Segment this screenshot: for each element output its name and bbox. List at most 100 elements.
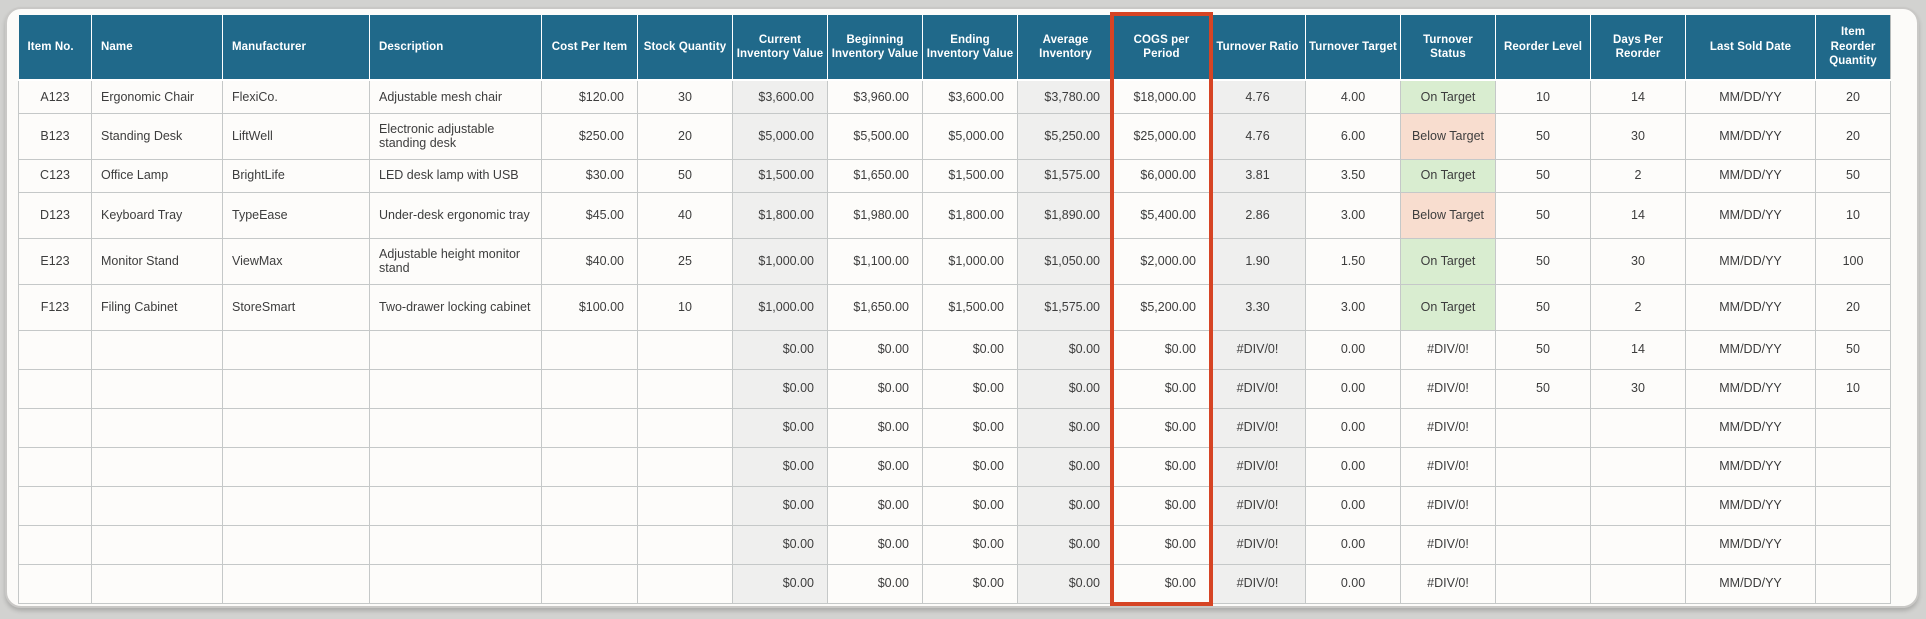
column-header-reorder-level[interactable]: Reorder Level: [1495, 15, 1591, 81]
cell-turnover-target[interactable]: 3.00: [1305, 283, 1401, 331]
cell-reorder-level[interactable]: 50: [1495, 283, 1591, 331]
cell-turnover-target[interactable]: 1.50: [1305, 237, 1401, 285]
cell-turnover-ratio[interactable]: #DIV/0!: [1209, 407, 1306, 448]
cell-turnover-status[interactable]: #DIV/0!: [1400, 446, 1496, 487]
cell-item-reorder-quantity[interactable]: [1815, 563, 1891, 604]
cell-turnover-target[interactable]: 0.00: [1305, 524, 1401, 565]
cell-current-inventory-value[interactable]: $0.00: [732, 563, 828, 604]
cell-average-inventory[interactable]: $5,250.00: [1017, 112, 1114, 160]
cell-turnover-status[interactable]: On Target: [1400, 79, 1496, 114]
cell-item-reorder-quantity[interactable]: 100: [1815, 237, 1891, 285]
cell-cogs-per-period[interactable]: $18,000.00: [1113, 79, 1210, 114]
cell-turnover-target[interactable]: 0.00: [1305, 563, 1401, 604]
column-header-name[interactable]: Name: [91, 15, 223, 81]
cell-turnover-target[interactable]: 0.00: [1305, 485, 1401, 526]
cell-current-inventory-value[interactable]: $0.00: [732, 524, 828, 565]
cell-turnover-ratio[interactable]: 4.76: [1209, 79, 1306, 114]
cell-turnover-ratio[interactable]: #DIV/0!: [1209, 485, 1306, 526]
cell-description[interactable]: [369, 524, 542, 565]
cell-stock-quantity[interactable]: 25: [637, 237, 733, 285]
cell-stock-quantity[interactable]: 20: [637, 112, 733, 160]
cell-reorder-level[interactable]: 50: [1495, 112, 1591, 160]
cell-cogs-per-period[interactable]: $0.00: [1113, 446, 1210, 487]
cell-cogs-per-period[interactable]: $5,400.00: [1113, 191, 1210, 239]
cell-current-inventory-value[interactable]: $3,600.00: [732, 79, 828, 114]
cell-cost-per-item[interactable]: [541, 329, 638, 370]
cell-last-sold-date[interactable]: MM/DD/YY: [1685, 158, 1816, 193]
cell-beginning-inventory-value[interactable]: $1,100.00: [827, 237, 923, 285]
cell-description[interactable]: LED desk lamp with USB: [369, 158, 542, 193]
cell-turnover-target[interactable]: 3.50: [1305, 158, 1401, 193]
cell-turnover-status[interactable]: #DIV/0!: [1400, 485, 1496, 526]
cell-cost-per-item[interactable]: [541, 485, 638, 526]
cell-days-per-reorder[interactable]: [1590, 446, 1686, 487]
cell-ending-inventory-value[interactable]: $1,000.00: [922, 237, 1018, 285]
column-header-manufacturer[interactable]: Manufacturer: [222, 15, 370, 81]
cell-cogs-per-period[interactable]: $0.00: [1113, 485, 1210, 526]
cell-cost-per-item[interactable]: [541, 446, 638, 487]
cell-last-sold-date[interactable]: MM/DD/YY: [1685, 485, 1816, 526]
cell-stock-quantity[interactable]: [637, 524, 733, 565]
column-header-turnover-target[interactable]: Turnover Target: [1305, 15, 1401, 81]
cell-turnover-status[interactable]: On Target: [1400, 283, 1496, 331]
cell-days-per-reorder[interactable]: [1590, 524, 1686, 565]
cell-manufacturer[interactable]: [222, 563, 370, 604]
cell-last-sold-date[interactable]: MM/DD/YY: [1685, 237, 1816, 285]
cell-item-no[interactable]: [18, 329, 92, 370]
cell-cost-per-item[interactable]: $100.00: [541, 283, 638, 331]
cell-beginning-inventory-value[interactable]: $0.00: [827, 446, 923, 487]
cell-beginning-inventory-value[interactable]: $5,500.00: [827, 112, 923, 160]
cell-beginning-inventory-value[interactable]: $0.00: [827, 368, 923, 409]
cell-days-per-reorder[interactable]: 30: [1590, 112, 1686, 160]
cell-manufacturer[interactable]: [222, 524, 370, 565]
cell-last-sold-date[interactable]: MM/DD/YY: [1685, 283, 1816, 331]
cell-cost-per-item[interactable]: [541, 368, 638, 409]
cell-last-sold-date[interactable]: MM/DD/YY: [1685, 79, 1816, 114]
cell-turnover-status[interactable]: On Target: [1400, 158, 1496, 193]
cell-reorder-level[interactable]: [1495, 446, 1591, 487]
cell-name[interactable]: Monitor Stand: [91, 237, 223, 285]
cell-item-reorder-quantity[interactable]: 50: [1815, 329, 1891, 370]
cell-turnover-status[interactable]: #DIV/0!: [1400, 524, 1496, 565]
cell-current-inventory-value[interactable]: $0.00: [732, 407, 828, 448]
cell-turnover-ratio[interactable]: 1.90: [1209, 237, 1306, 285]
cell-beginning-inventory-value[interactable]: $0.00: [827, 485, 923, 526]
cell-turnover-status[interactable]: Below Target: [1400, 191, 1496, 239]
cell-current-inventory-value[interactable]: $5,000.00: [732, 112, 828, 160]
cell-description[interactable]: Adjustable height monitor stand: [369, 237, 542, 285]
cell-item-reorder-quantity[interactable]: 50: [1815, 158, 1891, 193]
cell-cost-per-item[interactable]: $30.00: [541, 158, 638, 193]
cell-ending-inventory-value[interactable]: $0.00: [922, 329, 1018, 370]
cell-turnover-ratio[interactable]: #DIV/0!: [1209, 329, 1306, 370]
cell-current-inventory-value[interactable]: $1,000.00: [732, 283, 828, 331]
cell-average-inventory[interactable]: $0.00: [1017, 329, 1114, 370]
cell-manufacturer[interactable]: [222, 407, 370, 448]
cell-name[interactable]: [91, 485, 223, 526]
cell-name[interactable]: [91, 563, 223, 604]
cell-name[interactable]: [91, 407, 223, 448]
cell-turnover-target[interactable]: 0.00: [1305, 329, 1401, 370]
cell-cost-per-item[interactable]: $40.00: [541, 237, 638, 285]
column-header-turnover-status[interactable]: Turnover Status: [1400, 15, 1496, 81]
cell-cogs-per-period[interactable]: $5,200.00: [1113, 283, 1210, 331]
cell-beginning-inventory-value[interactable]: $1,650.00: [827, 158, 923, 193]
column-header-item-reorder-quantity[interactable]: Item Reorder Quantity: [1815, 15, 1891, 81]
cell-reorder-level[interactable]: [1495, 407, 1591, 448]
cell-name[interactable]: [91, 368, 223, 409]
cell-current-inventory-value[interactable]: $0.00: [732, 446, 828, 487]
cell-ending-inventory-value[interactable]: $0.00: [922, 368, 1018, 409]
cell-turnover-target[interactable]: 3.00: [1305, 191, 1401, 239]
cell-item-reorder-quantity[interactable]: 20: [1815, 79, 1891, 114]
cell-last-sold-date[interactable]: MM/DD/YY: [1685, 446, 1816, 487]
cell-reorder-level[interactable]: 50: [1495, 158, 1591, 193]
cell-average-inventory[interactable]: $1,050.00: [1017, 237, 1114, 285]
cell-stock-quantity[interactable]: [637, 563, 733, 604]
column-header-current-inventory-value[interactable]: Current Inventory Value: [732, 15, 828, 81]
cell-ending-inventory-value[interactable]: $0.00: [922, 524, 1018, 565]
cell-days-per-reorder[interactable]: [1590, 485, 1686, 526]
cell-manufacturer[interactable]: [222, 368, 370, 409]
cell-cost-per-item[interactable]: $120.00: [541, 79, 638, 114]
cell-manufacturer[interactable]: ViewMax: [222, 237, 370, 285]
column-header-beginning-inventory-value[interactable]: Beginning Inventory Value: [827, 15, 923, 81]
cell-beginning-inventory-value[interactable]: $0.00: [827, 524, 923, 565]
